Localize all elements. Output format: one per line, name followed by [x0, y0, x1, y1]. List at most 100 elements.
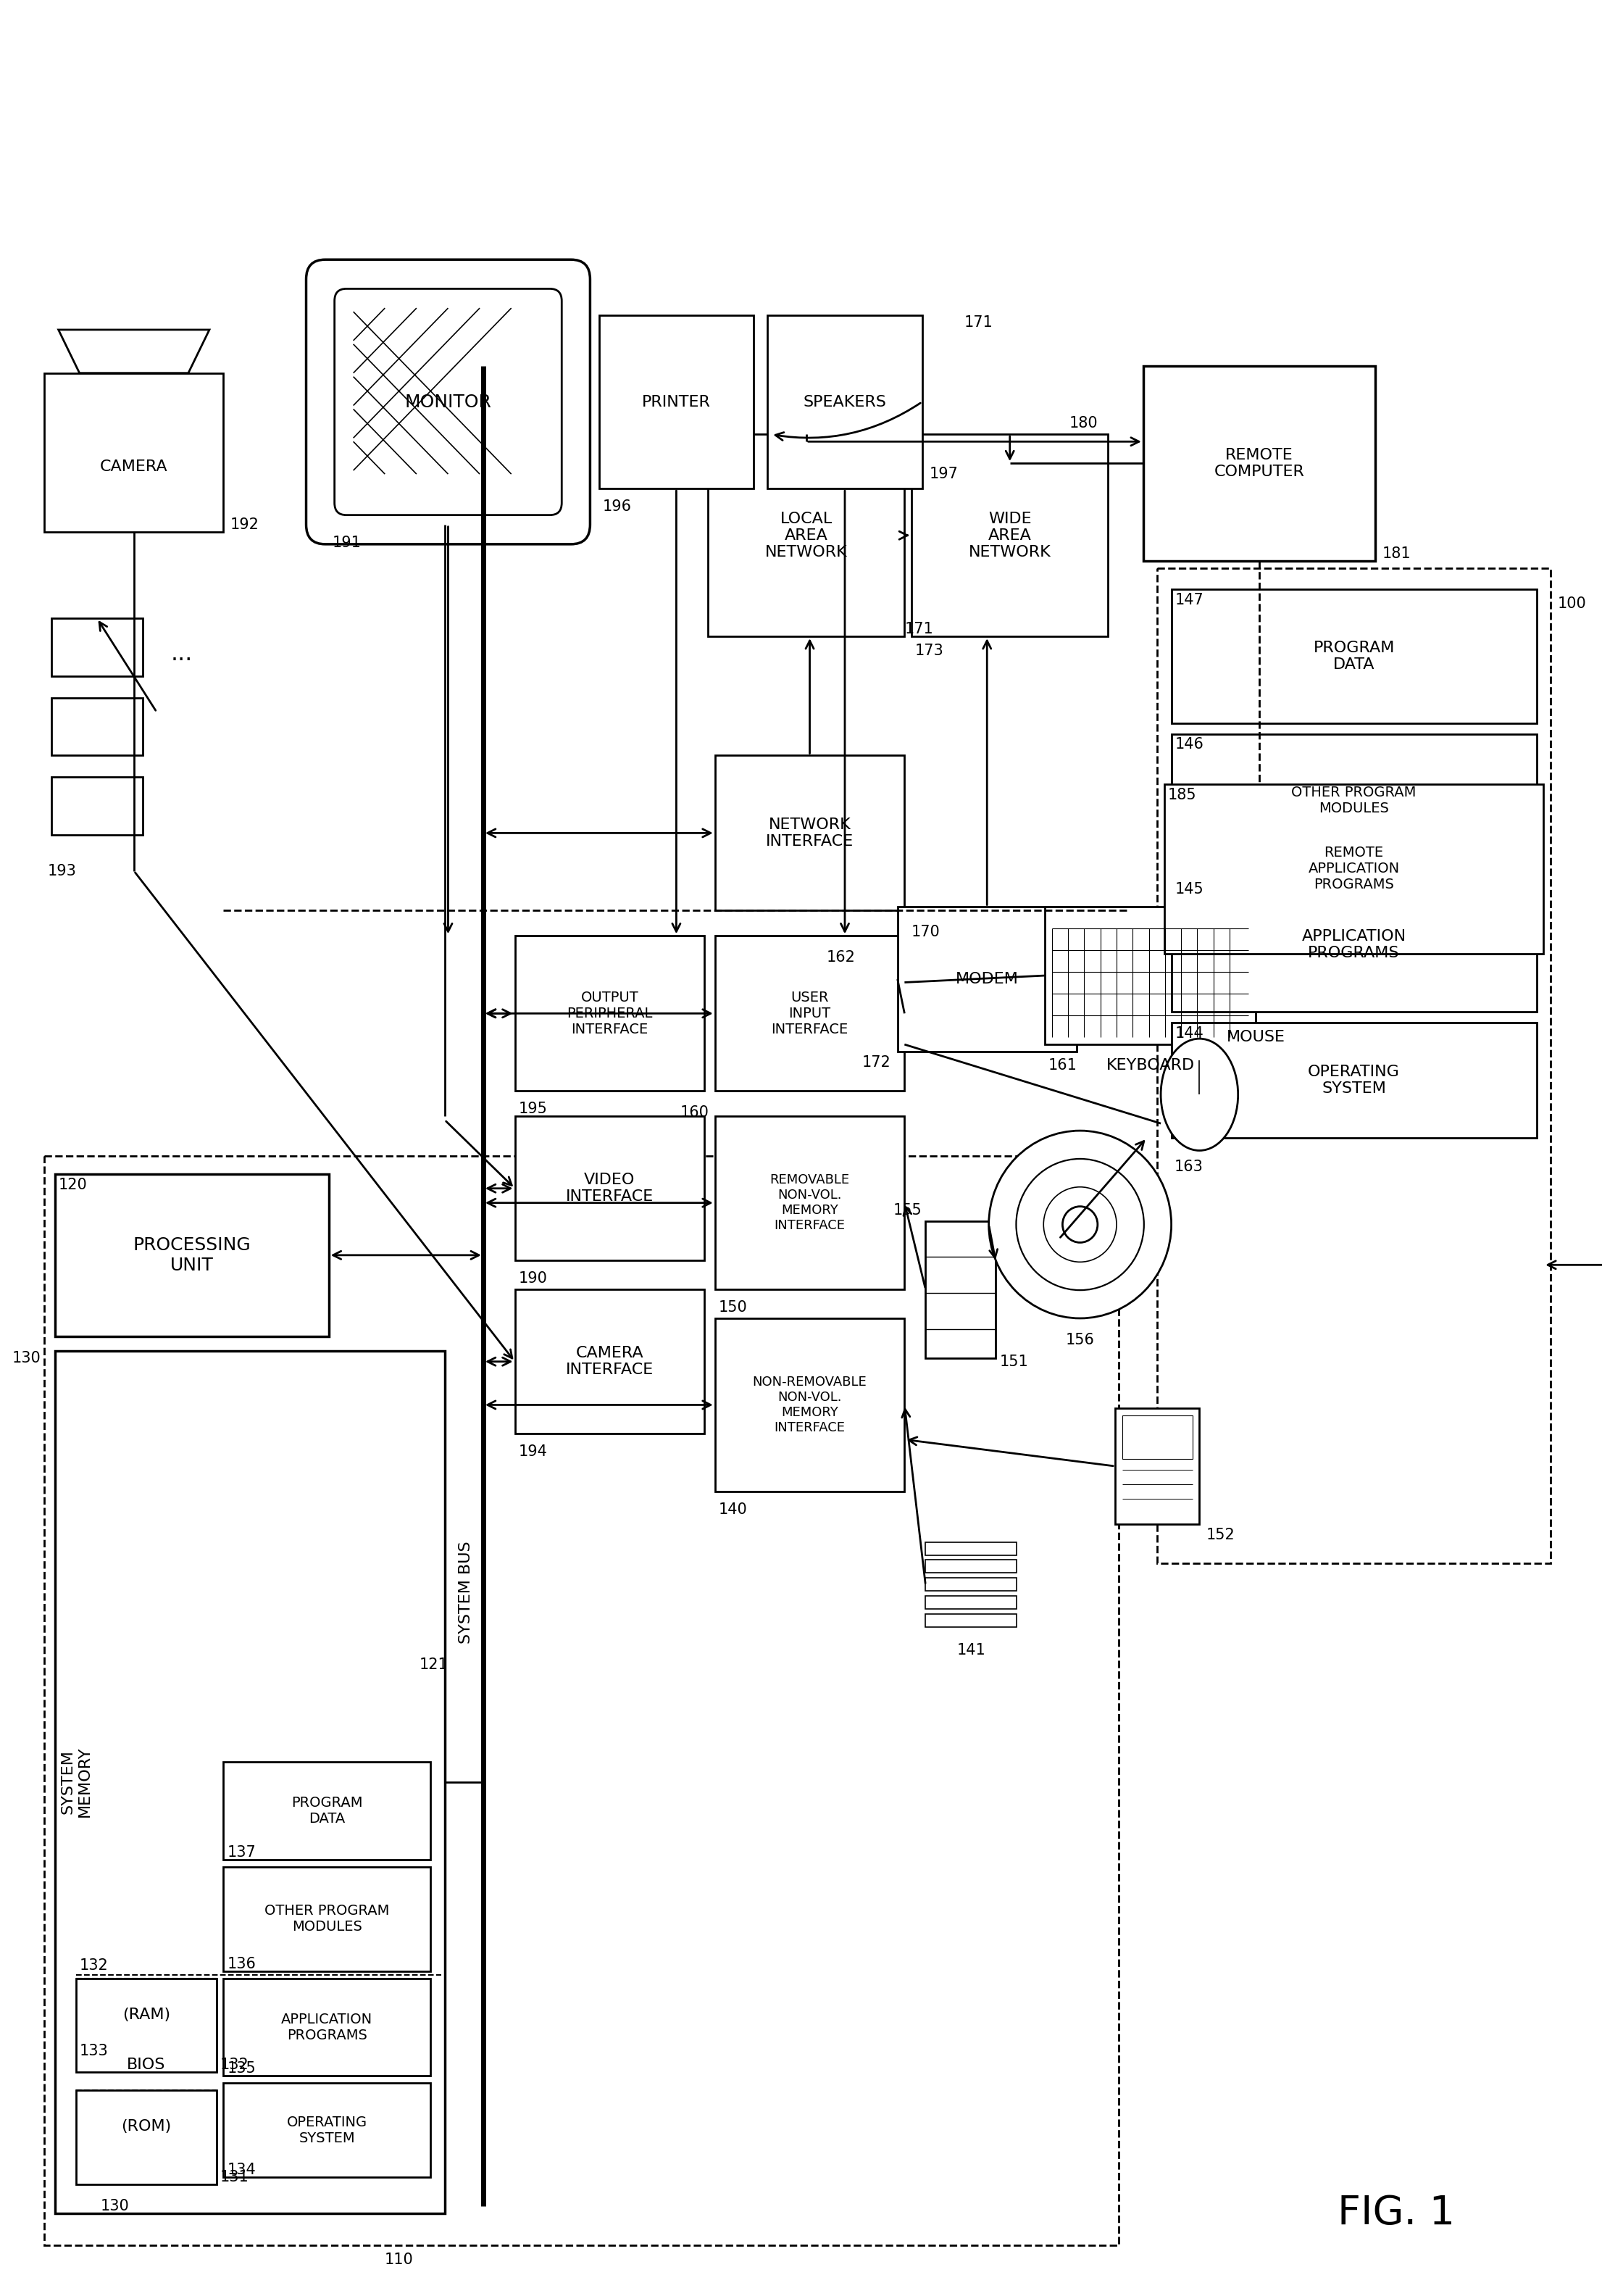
- Text: 146: 146: [1174, 737, 1203, 751]
- Bar: [1171, 877, 1536, 1013]
- Bar: [51, 776, 143, 836]
- Bar: [223, 2082, 431, 2177]
- Text: CAMERA
INTERFACE: CAMERA INTERFACE: [566, 1345, 654, 1378]
- Text: WIDE
AREA
NETWORK: WIDE AREA NETWORK: [969, 512, 1051, 560]
- Bar: [1171, 590, 1536, 723]
- Text: USER
INPUT
INTERFACE: USER INPUT INTERFACE: [771, 990, 847, 1035]
- Text: 100: 100: [1557, 597, 1586, 611]
- Bar: [54, 1173, 328, 1336]
- Text: 156: 156: [1065, 1332, 1094, 1348]
- Circle shape: [1016, 1159, 1144, 1290]
- Bar: [45, 372, 223, 533]
- Text: CAMERA: CAMERA: [99, 459, 168, 473]
- Text: LOCAL
AREA
NETWORK: LOCAL AREA NETWORK: [766, 512, 847, 560]
- Text: PRINTER: PRINTER: [642, 395, 711, 409]
- Bar: [51, 618, 143, 675]
- Text: REMOTE
APPLICATION
PROGRAMS: REMOTE APPLICATION PROGRAMS: [1309, 845, 1400, 891]
- Ellipse shape: [1161, 1038, 1238, 1150]
- Text: 171: 171: [964, 315, 993, 331]
- Text: (RAM): (RAM): [122, 2007, 170, 2023]
- Bar: [75, 1979, 216, 2073]
- Text: 151: 151: [1000, 1355, 1028, 1368]
- Text: REMOTE
COMPUTER: REMOTE COMPUTER: [1214, 448, 1304, 480]
- Text: SYSTEM
MEMORY: SYSTEM MEMORY: [61, 1747, 91, 1816]
- Text: PROCESSING
UNIT: PROCESSING UNIT: [133, 1235, 252, 1274]
- Text: OTHER PROGRAM
MODULES: OTHER PROGRAM MODULES: [1291, 785, 1416, 815]
- Text: 130: 130: [13, 1350, 42, 1366]
- Text: 152: 152: [1206, 1527, 1235, 1543]
- Text: OTHER PROGRAM
MODULES: OTHER PROGRAM MODULES: [264, 1903, 389, 1933]
- Bar: [1045, 907, 1256, 1045]
- Bar: [1115, 1407, 1200, 1525]
- Bar: [714, 755, 905, 912]
- Bar: [1121, 1417, 1192, 1458]
- Text: OPERATING
SYSTEM: OPERATING SYSTEM: [287, 2115, 367, 2144]
- Text: APPLICATION
PROGRAMS: APPLICATION PROGRAMS: [282, 2011, 373, 2041]
- Text: APPLICATION
PROGRAMS: APPLICATION PROGRAMS: [1302, 930, 1407, 960]
- FancyBboxPatch shape: [306, 259, 590, 544]
- Text: 155: 155: [894, 1203, 923, 1217]
- Text: 145: 145: [1174, 882, 1203, 895]
- Text: 132: 132: [80, 1958, 109, 1972]
- Text: 131: 131: [219, 2170, 248, 2183]
- Text: 196: 196: [602, 498, 631, 514]
- Text: 110: 110: [384, 2252, 413, 2266]
- Text: 121: 121: [420, 1658, 449, 1671]
- Text: 140: 140: [718, 1502, 747, 1518]
- Bar: [926, 1596, 1017, 1609]
- Text: 180: 180: [1069, 416, 1097, 432]
- Bar: [51, 698, 143, 755]
- Bar: [514, 937, 705, 1091]
- Text: NETWORK
INTERFACE: NETWORK INTERFACE: [766, 817, 854, 850]
- Circle shape: [1043, 1187, 1117, 1263]
- Text: KEYBOARD: KEYBOARD: [1105, 1058, 1195, 1072]
- Text: 136: 136: [227, 1956, 256, 1972]
- Bar: [45, 1155, 1118, 2245]
- Text: REMOVABLE
NON-VOL.
MEMORY
INTERFACE: REMOVABLE NON-VOL. MEMORY INTERFACE: [771, 1173, 849, 1233]
- Text: 134: 134: [227, 2163, 256, 2177]
- Text: PROGRAM
DATA: PROGRAM DATA: [292, 1795, 362, 1825]
- Text: 150: 150: [718, 1300, 747, 1316]
- Text: ...: ...: [171, 643, 192, 666]
- Text: 194: 194: [519, 1444, 548, 1458]
- Text: FIG. 1: FIG. 1: [1338, 2193, 1455, 2232]
- Bar: [223, 1867, 431, 1972]
- Text: 130: 130: [101, 2200, 130, 2213]
- Bar: [926, 1614, 1017, 1628]
- Bar: [926, 1221, 996, 1357]
- Bar: [926, 1577, 1017, 1591]
- Circle shape: [1062, 1205, 1097, 1242]
- Text: SPEAKERS: SPEAKERS: [803, 395, 886, 409]
- Text: 137: 137: [227, 1846, 256, 1860]
- Bar: [599, 315, 753, 489]
- Text: 144: 144: [1174, 1026, 1203, 1040]
- Text: 133: 133: [80, 2043, 109, 2057]
- Text: 132: 132: [219, 2057, 248, 2073]
- Bar: [1171, 1022, 1536, 1139]
- Bar: [1144, 365, 1375, 560]
- Text: VIDEO
INTERFACE: VIDEO INTERFACE: [566, 1173, 654, 1203]
- Text: BIOS: BIOS: [127, 2057, 165, 2073]
- Text: OUTPUT
PERIPHERAL
INTERFACE: OUTPUT PERIPHERAL INTERFACE: [567, 990, 652, 1035]
- Circle shape: [988, 1130, 1171, 1318]
- Text: 195: 195: [519, 1102, 548, 1116]
- Text: MOUSE: MOUSE: [1226, 1029, 1285, 1045]
- Bar: [926, 1559, 1017, 1573]
- Text: 147: 147: [1174, 592, 1203, 608]
- Text: 162: 162: [827, 951, 855, 964]
- Text: 193: 193: [48, 863, 77, 877]
- Text: 163: 163: [1174, 1159, 1203, 1173]
- Text: 191: 191: [332, 535, 360, 549]
- Bar: [708, 434, 905, 636]
- Text: PROGRAM
DATA: PROGRAM DATA: [1314, 641, 1395, 673]
- Text: MONITOR: MONITOR: [405, 393, 492, 411]
- Bar: [767, 315, 923, 489]
- Bar: [714, 937, 905, 1091]
- Text: 170: 170: [912, 925, 940, 939]
- Text: 190: 190: [519, 1272, 548, 1286]
- Bar: [514, 1116, 705, 1261]
- Text: 161: 161: [1048, 1058, 1078, 1072]
- Bar: [897, 907, 1077, 1052]
- Text: (ROM): (ROM): [122, 2119, 171, 2133]
- Bar: [514, 1290, 705, 1433]
